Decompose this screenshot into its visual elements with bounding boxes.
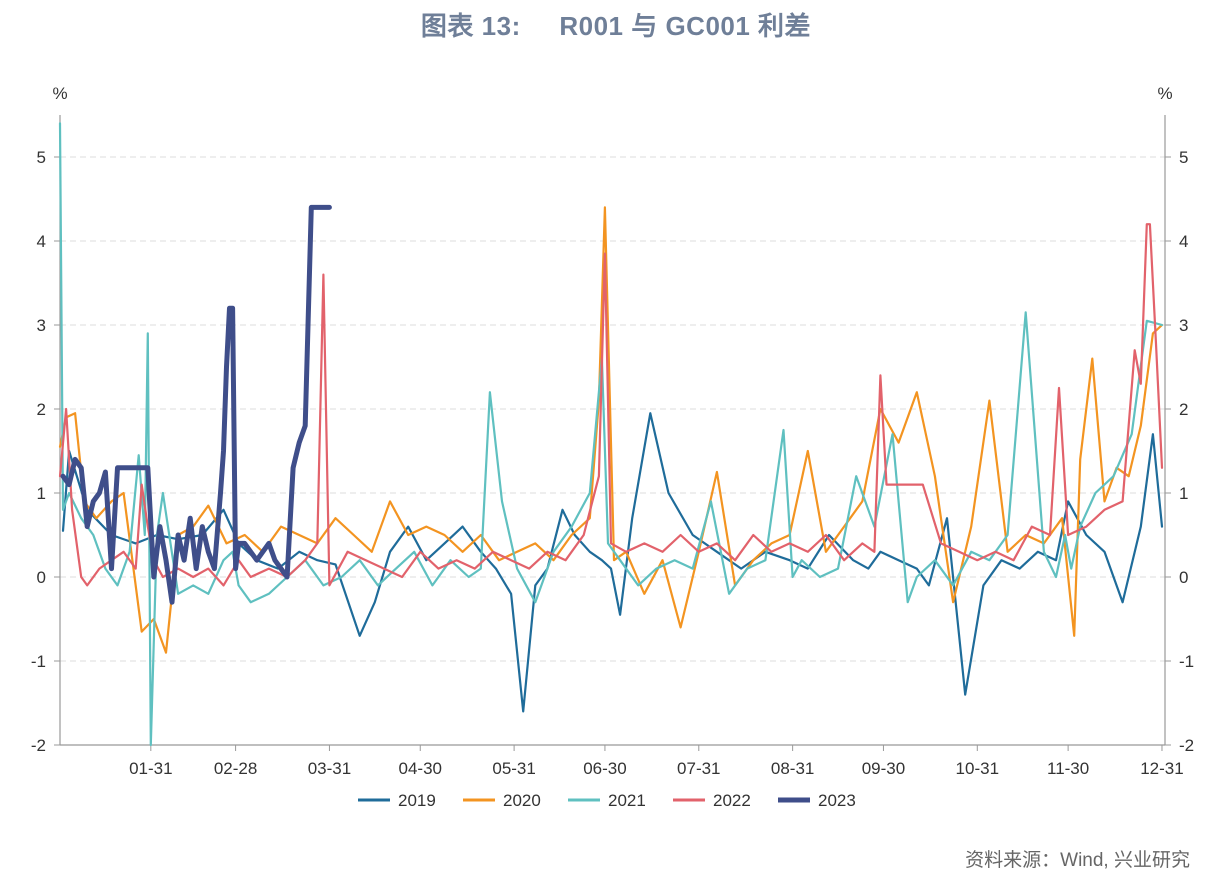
y-tick-label-right: -1 xyxy=(1179,652,1194,671)
y-tick-label-left: -1 xyxy=(31,652,46,671)
x-tick-label: 04-30 xyxy=(399,759,442,778)
y-tick-label-left: -2 xyxy=(31,736,46,755)
line-chart: -2 -2 -1 -1 0 0 1 1 2 2 3 3 4 4 5 5% % 01-31 02-28 03-31 04-… xyxy=(31,84,1194,810)
y-tick-label-right: 5 xyxy=(1179,148,1188,167)
x-tick-label: 11-30 xyxy=(1047,759,1089,778)
x-tick-label: 08-31 xyxy=(771,759,814,778)
x-tick-label: 03-31 xyxy=(308,759,351,778)
y-tick-label-right: 4 xyxy=(1179,232,1188,251)
y-tick-label-left: 4 xyxy=(37,232,46,251)
legend-label-2019: 2019 xyxy=(398,791,436,810)
y-tick-label-right: -2 xyxy=(1179,736,1194,755)
x-tick-label: 05-31 xyxy=(492,759,535,778)
y-unit-left: % xyxy=(52,84,67,103)
y-tick-label-right: 3 xyxy=(1179,316,1188,335)
y-tick-label-left: 5 xyxy=(37,148,46,167)
x-tick-label: 07-31 xyxy=(677,759,720,778)
source-note: 资料来源：Wind, 兴业研究 xyxy=(965,850,1190,871)
x-tick-label: 12-31 xyxy=(1140,759,1183,778)
series-line-2023 xyxy=(60,204,332,605)
y-tick-label-left: 0 xyxy=(37,568,46,587)
grid-lines xyxy=(60,156,1165,662)
legend-label-2020: 2020 xyxy=(503,791,541,810)
series-line-2022 xyxy=(58,223,1164,587)
y-tick-label-right: 1 xyxy=(1179,484,1188,503)
chart-title: 图表 13: R001 与 GC001 利差 xyxy=(420,11,812,41)
x-tick-label: 02-28 xyxy=(214,759,257,778)
series-line-2020 xyxy=(58,206,1164,654)
axes: -2 -2 -1 -1 0 0 1 1 2 2 3 3 4 4 5 5% % 01-31 02-28 03-31 04-… xyxy=(31,84,1194,778)
x-tick-label: 06-30 xyxy=(583,759,626,778)
legend-label-2023: 2023 xyxy=(818,791,856,810)
y-unit-right: % xyxy=(1157,84,1172,103)
x-tick-label: 01-31 xyxy=(129,759,172,778)
legend-label-2021: 2021 xyxy=(608,791,646,810)
legend: 2019 2020 2021 2022 2023 xyxy=(358,791,856,810)
y-tick-label-left: 3 xyxy=(37,316,46,335)
x-tick-label: 10-31 xyxy=(956,759,999,778)
y-tick-label-left: 1 xyxy=(37,484,46,503)
x-tick-label: 09-30 xyxy=(862,759,905,778)
legend-label-2022: 2022 xyxy=(713,791,751,810)
series-line-2019 xyxy=(61,412,1164,713)
y-tick-label-right: 2 xyxy=(1179,400,1188,419)
series-line-2021 xyxy=(58,122,1164,747)
y-tick-label-right: 0 xyxy=(1179,568,1188,587)
series-lines xyxy=(58,122,1164,747)
y-tick-label-left: 2 xyxy=(37,400,46,419)
